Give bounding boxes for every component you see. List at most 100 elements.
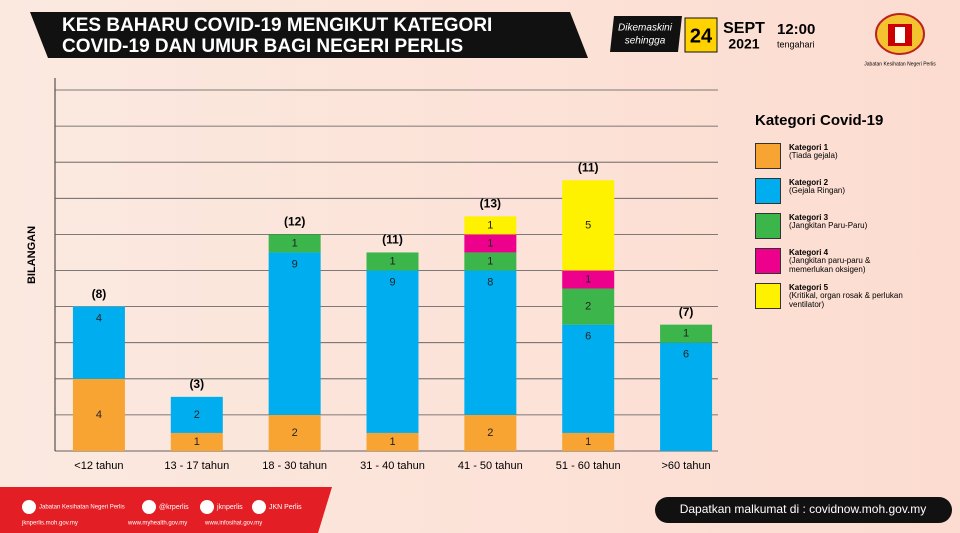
x-tick-label: 13 - 17 tahun: [164, 460, 229, 472]
legend-text: Kategori 3 (Jangkitan Paru-Paru): [789, 213, 914, 239]
data-label: 1: [194, 436, 200, 448]
data-label: 1: [389, 255, 395, 267]
time-note: tengahari: [777, 39, 815, 49]
bar-segment: [268, 414, 321, 451]
bar-segment: [562, 324, 615, 433]
bar-segment: [464, 414, 517, 451]
x-tick-label: 41 - 50 tahun: [458, 460, 523, 472]
data-label: 4: [96, 313, 102, 325]
title: COVID-19 DAN UMUR BAGI NEGERI PERLIS: [62, 36, 463, 57]
legend-item: Kategori 1 (Tiada gejala): [755, 143, 955, 169]
bar-segment: [660, 342, 713, 451]
x-tick-label: 31 - 40 tahun: [360, 460, 425, 472]
agency: Jabatan Kesihatan Negeri Perlis: [864, 61, 936, 67]
website: jknperlis.moh.gov.my: [21, 521, 78, 527]
data-label: 1: [487, 255, 493, 267]
info-banner: [655, 497, 952, 523]
social-icon: [252, 500, 266, 514]
x-tick-label: <12 tahun: [74, 460, 123, 472]
emblem: [875, 13, 925, 55]
data-label: 1: [585, 436, 591, 448]
legend-description: (Tiada gejala): [789, 151, 838, 160]
total-label: (13): [480, 197, 501, 211]
x-tick-label: 18 - 30 tahun: [262, 460, 327, 472]
title-banner: [30, 12, 588, 58]
legend-item: Kategori 5 (Kritikal, organ rosak & perlu…: [755, 283, 955, 309]
title: KES BAHARU COVID-19 MENGIKUT KATEGORI: [62, 15, 492, 36]
info: Dapatkan malkumat di : covidnow.moh.gov.…: [680, 502, 927, 516]
day: 24: [690, 25, 713, 47]
social-handle: JKN Perlis: [269, 504, 302, 511]
data-label: 9: [292, 258, 298, 270]
data-label: 6: [683, 349, 689, 361]
website: www.myhealth.gov.my: [127, 521, 187, 527]
social-icon: [22, 500, 36, 514]
total-label: (12): [284, 215, 305, 229]
legend-description: (Jangkitan paru-paru & memerlukan oksige…: [789, 256, 871, 274]
legend-swatch: [755, 248, 781, 274]
updated: sehingga: [625, 36, 666, 47]
bar-segment: [366, 270, 419, 433]
y-axis-label: BILANGAN: [26, 226, 38, 284]
bar-segment: [268, 234, 321, 253]
total-label: (8): [92, 287, 107, 301]
legend-name: Kategori 3: [789, 213, 829, 222]
day-box: [684, 17, 718, 53]
bar-segment: [366, 252, 419, 271]
legend-name: Kategori 5: [789, 283, 829, 292]
x-tick-label: 51 - 60 tahun: [556, 460, 621, 472]
website: www.infosihat.gov.my: [204, 521, 262, 527]
legend-swatch: [755, 213, 781, 239]
legend-name: Kategori 2: [789, 178, 829, 187]
bar-segment: [562, 270, 615, 289]
data-label: 1: [292, 237, 298, 249]
social-icon: [200, 500, 214, 514]
legend-title: Kategori Covid-19: [755, 112, 884, 129]
legend-text: Kategori 1 (Tiada gejala): [789, 143, 914, 169]
legend-text: Kategori 5 (Kritikal, organ rosak & perlu…: [789, 283, 914, 309]
legend-item: Kategori 2 (Gejala Ringan): [755, 178, 955, 204]
legend-description: (Kritikal, organ rosak & perlukan ventil…: [789, 291, 903, 309]
x-tick-label: >60 tahun: [661, 460, 710, 472]
total-label: (11): [578, 160, 599, 174]
bar-segment: [464, 216, 517, 235]
legend-description: (Gejala Ringan): [789, 186, 846, 195]
bar-segment: [170, 396, 223, 433]
legend-item: Kategori 4 (Jangkitan paru-paru & memerlu…: [755, 248, 955, 274]
month: SEPT: [723, 20, 765, 37]
data-label: 1: [585, 273, 591, 285]
data-label: 2: [292, 427, 298, 439]
bar-segment: [72, 306, 125, 379]
date-banner: [610, 16, 682, 52]
social-handle: jknperlis: [216, 504, 243, 511]
legend-text: Kategori 4 (Jangkitan paru-paru & memerlu…: [789, 248, 914, 274]
bar-segment: [72, 378, 125, 451]
total-label: (11): [382, 233, 403, 247]
bar-segment: [464, 252, 517, 271]
total-label: (3): [189, 377, 204, 391]
bar-segment: [660, 324, 713, 343]
legend-description: (Jangkitan Paru-Paru): [789, 221, 868, 230]
data-label: 1: [683, 328, 689, 340]
bar-segment: [268, 252, 321, 415]
legend-swatch: [755, 143, 781, 169]
legend-name: Kategori 1: [789, 143, 829, 152]
data-label: 1: [487, 219, 493, 231]
data-label: 8: [487, 276, 493, 288]
data-label: 2: [487, 427, 493, 439]
data-label: 1: [389, 436, 395, 448]
legend-text: Kategori 2 (Gejala Ringan): [789, 178, 914, 204]
legend-item: Kategori 3 (Jangkitan Paru-Paru): [755, 213, 955, 239]
footer-banner: [0, 487, 332, 533]
social-handle: @krperlis: [159, 504, 189, 511]
data-label: 1: [487, 237, 493, 249]
data-label: 6: [585, 331, 591, 343]
updated: Dikemaskini: [618, 23, 673, 34]
data-label: 2: [585, 301, 591, 313]
legend: Kategori Covid-19 Kategori 1 (Tiada gejala…: [755, 112, 955, 318]
social-icon: [142, 500, 156, 514]
bar-segment: [366, 432, 419, 451]
legend-name: Kategori 4: [789, 248, 829, 257]
